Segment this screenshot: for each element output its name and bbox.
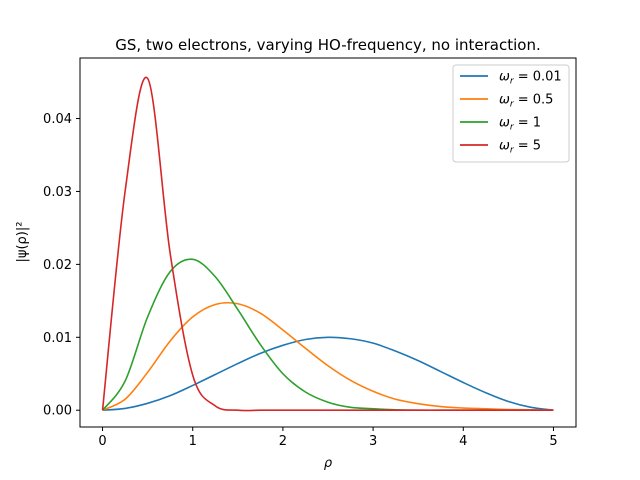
legend-label-0: ωr = 0.01	[499, 70, 562, 87]
y-axis: 0.00 0.01 0.02 0.03 0.04	[43, 112, 80, 419]
series-line-3	[101, 76, 554, 412]
x-tick-label: 0	[98, 434, 106, 449]
legend: ωr = 0.01 ωr = 0.5 ωr = 1 ωr = 5	[452, 64, 570, 163]
x-tick-label: 4	[459, 434, 467, 449]
x-axis-label: ρ	[324, 456, 333, 471]
y-tick-label: 0.04	[43, 112, 72, 127]
y-axis-label: |ψ(ρ)|²	[15, 222, 30, 263]
y-tick-label: 0.02	[43, 258, 72, 273]
y-tick-label: 0.01	[43, 331, 72, 346]
legend-box	[452, 64, 570, 163]
chart-title: GS, two electrons, varying HO-frequency,…	[115, 36, 541, 54]
legend-label-2: ωr = 1	[499, 116, 541, 133]
plot-frame	[79, 57, 577, 428]
x-tick-label: 3	[369, 434, 377, 449]
series-line-1	[102, 301, 554, 412]
legend-label-1: ωr = 0.5	[499, 93, 553, 110]
y-tick-label: 0.03	[43, 185, 72, 200]
x-axis: 0 1 2 3 4 5	[98, 427, 558, 449]
series-line-0	[102, 336, 554, 412]
x-tick-label: 5	[549, 434, 557, 449]
x-tick-label: 2	[279, 434, 287, 449]
legend-label-3: ωr = 5	[499, 139, 541, 156]
series-layer	[101, 76, 554, 412]
x-tick-label: 1	[189, 434, 197, 449]
legend-items: ωr = 0.01 ωr = 0.5 ωr = 1 ωr = 5	[460, 70, 562, 156]
y-tick-label: 0.00	[43, 404, 72, 419]
